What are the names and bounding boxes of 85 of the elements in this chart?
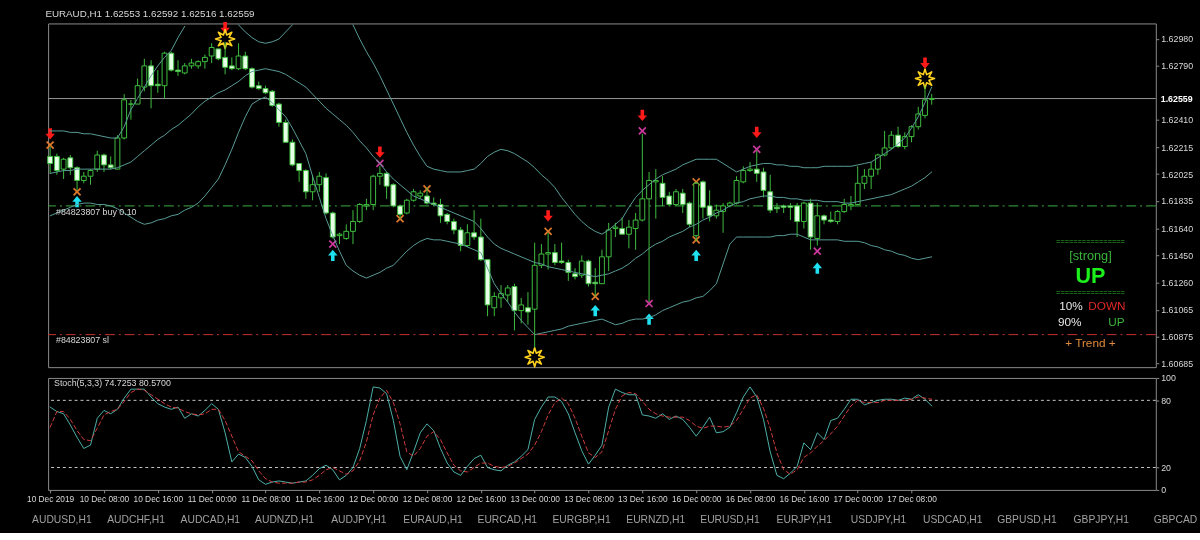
y-tick-label: 1.60875 bbox=[1161, 332, 1194, 343]
point bbox=[544, 227, 553, 236]
text: + Trend + bbox=[1065, 335, 1116, 349]
x-tick-label: 13 Dec 16:00 bbox=[618, 494, 668, 505]
point bbox=[752, 145, 761, 154]
point bbox=[375, 146, 385, 158]
text: AUDCHF,H1 bbox=[107, 514, 166, 526]
point bbox=[524, 346, 546, 368]
x-tick-label: 10 Dec 2019 bbox=[27, 494, 75, 505]
point bbox=[214, 28, 236, 50]
y-tick-label: 1.61640 bbox=[1161, 223, 1194, 234]
x-tick-label: 17 Dec 00:00 bbox=[833, 494, 884, 505]
y-tick-label: 1.61450 bbox=[1161, 250, 1194, 261]
text: GBPUSD,H1 bbox=[997, 514, 1057, 526]
x-tick-label: 16 Dec 16:00 bbox=[779, 494, 830, 505]
point bbox=[328, 239, 337, 249]
line-series bbox=[49, 68, 933, 278]
y-tick-label: 1.60685 bbox=[1161, 359, 1194, 370]
y-tick-label: 80 bbox=[1161, 395, 1172, 406]
text: USDCAD,H1 bbox=[922, 514, 983, 526]
y-tick-label: 1.62790 bbox=[1161, 61, 1194, 72]
text: UP bbox=[1075, 262, 1106, 288]
point bbox=[920, 57, 930, 69]
point bbox=[691, 249, 701, 262]
text: USDJPY,H1 bbox=[850, 514, 907, 526]
x-tick-label: 13 Dec 00:00 bbox=[510, 494, 561, 505]
x-tick-label: 11 Dec 00:00 bbox=[187, 494, 237, 505]
chart-title: EURAUD,H1 1.62553 1.62592 1.62516 1.62559 bbox=[45, 8, 255, 20]
y-tick-label: 20 bbox=[1161, 462, 1172, 473]
x-tick-label: 13 Dec 08:00 bbox=[564, 494, 615, 505]
text: GBPCAD bbox=[1153, 514, 1198, 526]
chart-title: Stoch(5,3,3) 74.7253 80.5700 bbox=[54, 377, 171, 388]
x-tick-label: 12 Dec 08:00 bbox=[402, 494, 453, 505]
point bbox=[692, 235, 701, 244]
text: 90% bbox=[1058, 315, 1083, 329]
text: EURJPY,H1 bbox=[776, 514, 833, 526]
text: EURCAD,H1 bbox=[477, 514, 538, 526]
text: 10% bbox=[1059, 299, 1084, 313]
point bbox=[812, 262, 823, 274]
x-tick-label: 11 Dec 08:00 bbox=[241, 494, 291, 505]
ref-line-label: 1.62559 bbox=[1160, 93, 1193, 104]
point bbox=[590, 304, 600, 317]
y-tick-label: 1.62025 bbox=[1161, 169, 1194, 180]
y-tick-label: 1.62215 bbox=[1161, 142, 1194, 153]
text: EURNZD,H1 bbox=[626, 514, 686, 526]
text: AUDNZD,H1 bbox=[255, 514, 315, 526]
x-tick-label: 12 Dec 00:00 bbox=[348, 494, 399, 505]
text: EURGBP,H1 bbox=[552, 514, 611, 526]
text: EURUSD,H1 bbox=[700, 514, 761, 526]
y-tick-label: 0 bbox=[1161, 485, 1167, 496]
x-tick-label: 10 Dec 08:00 bbox=[79, 494, 130, 505]
x-tick-label: 10 Dec 16:00 bbox=[133, 494, 184, 505]
x-tick-label: 16 Dec 08:00 bbox=[725, 494, 776, 505]
point bbox=[637, 109, 648, 121]
point bbox=[751, 126, 762, 138]
x-tick-label: 16 Dec 00:00 bbox=[671, 494, 722, 505]
text: EURAUD,H1 bbox=[403, 514, 464, 526]
point bbox=[45, 128, 55, 140]
text: AUDJPY,H1 bbox=[331, 514, 387, 526]
point bbox=[543, 210, 553, 222]
ref-line-label: #84823807 buy 0.10 bbox=[55, 206, 137, 217]
y-tick-label: 1.61835 bbox=[1161, 196, 1194, 207]
y-tick-label: 1.61260 bbox=[1161, 277, 1194, 288]
text: [strong] bbox=[1069, 248, 1112, 264]
text: UP bbox=[1108, 315, 1125, 329]
y-tick-label: 1.62410 bbox=[1161, 115, 1194, 126]
candlestick bbox=[652, 168, 659, 220]
text: DOWN bbox=[1088, 299, 1126, 313]
text: AUDUSD,H1 bbox=[32, 514, 92, 526]
point bbox=[72, 187, 82, 196]
point bbox=[328, 249, 338, 262]
x-tick-label: 12 Dec 16:00 bbox=[456, 494, 507, 505]
y-tick-label: 1.61065 bbox=[1161, 305, 1194, 316]
y-tick-label: 100 bbox=[1161, 373, 1177, 384]
line-series bbox=[49, 96, 933, 336]
x-tick-label: 11 Dec 16:00 bbox=[295, 494, 345, 505]
point bbox=[46, 140, 55, 150]
y-tick-label: 1.62980 bbox=[1161, 34, 1194, 45]
point bbox=[591, 292, 600, 301]
text: AUDCAD,H1 bbox=[180, 514, 241, 526]
x-tick-label: 17 Dec 08:00 bbox=[887, 494, 938, 505]
point bbox=[813, 247, 822, 256]
ref-line-label: #84823807 sl bbox=[55, 335, 110, 346]
text: GBPJPY,H1 bbox=[1073, 514, 1130, 526]
point bbox=[914, 68, 936, 89]
